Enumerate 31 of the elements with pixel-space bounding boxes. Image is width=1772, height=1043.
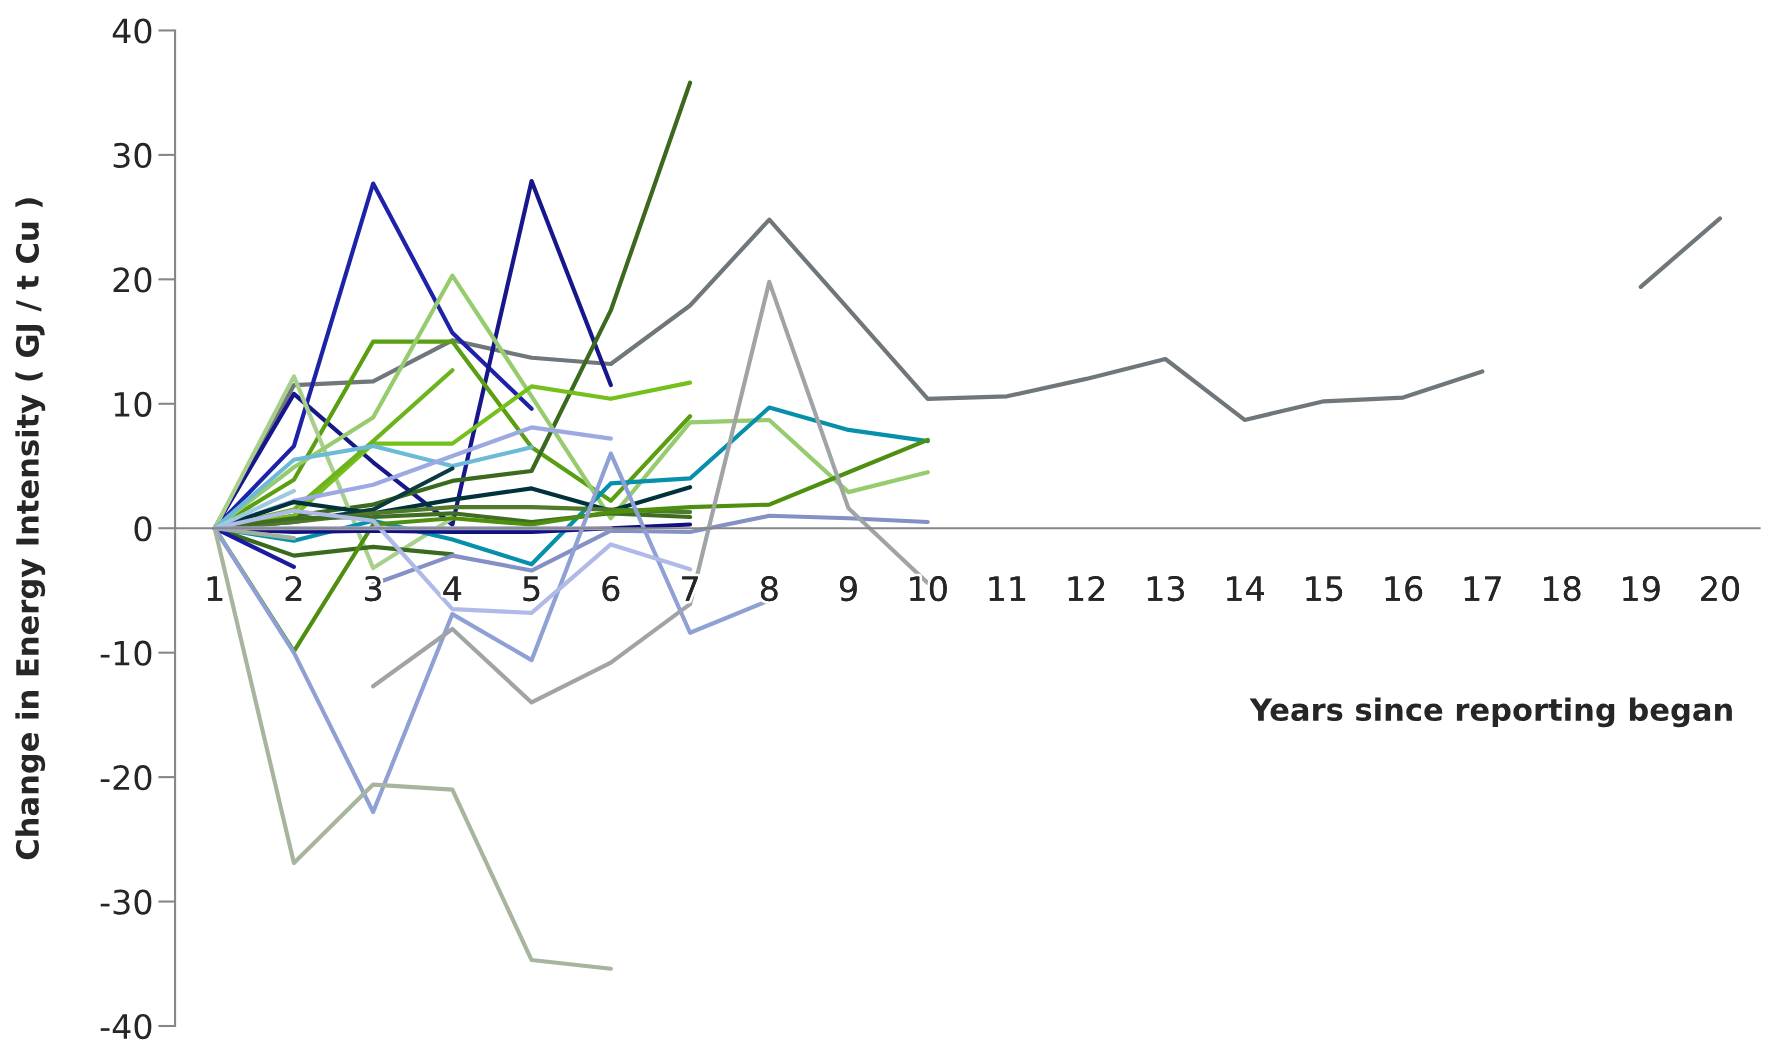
x-tick-label: 6 (602, 576, 620, 602)
x-tick-label: 9 (839, 576, 857, 602)
x-tick-label: 8 (760, 576, 778, 602)
x-tick-label: 20 (1701, 576, 1739, 602)
x-tick-label: 19 (1623, 576, 1660, 602)
x-axis-title: Years since reporting began (1249, 697, 1732, 728)
y-tick-label: 40 (112, 18, 152, 44)
y-tick-label: -20 (100, 765, 152, 791)
y-tick-label: 20 (113, 267, 152, 293)
y-tick-label: 0 (134, 516, 152, 542)
y-tick-label: 10 (114, 391, 152, 417)
x-tick-label: 16 (1385, 576, 1423, 602)
x-tick-label: 18 (1543, 576, 1581, 602)
x-tick-label: 15 (1306, 576, 1343, 602)
x-tick-label: 3 (365, 576, 382, 602)
y-tick-label: -10 (100, 640, 152, 666)
x-tick-label: 2 (285, 576, 302, 601)
y-tick-label: -30 (100, 889, 152, 915)
x-tick-label: 1 (207, 576, 223, 601)
y-tick-label: -40 (100, 1013, 152, 1040)
y-tick-label: 30 (113, 142, 152, 169)
x-tick-label: 13 (1147, 576, 1184, 602)
x-tick-label: 5 (523, 576, 540, 602)
x-tick-label: 17 (1464, 576, 1501, 601)
x-tick-label: 11 (989, 576, 1026, 601)
x-tick-label: 10 (910, 576, 947, 602)
x-tick-label: 14 (1227, 576, 1264, 601)
x-tick-label: 7 (682, 576, 698, 601)
y-axis-title: Change in Energy Intensity ( GJ / t Cu ) (15, 198, 46, 860)
x-tick-label: 4 (443, 576, 462, 601)
x-tick-label: 12 (1068, 576, 1105, 601)
